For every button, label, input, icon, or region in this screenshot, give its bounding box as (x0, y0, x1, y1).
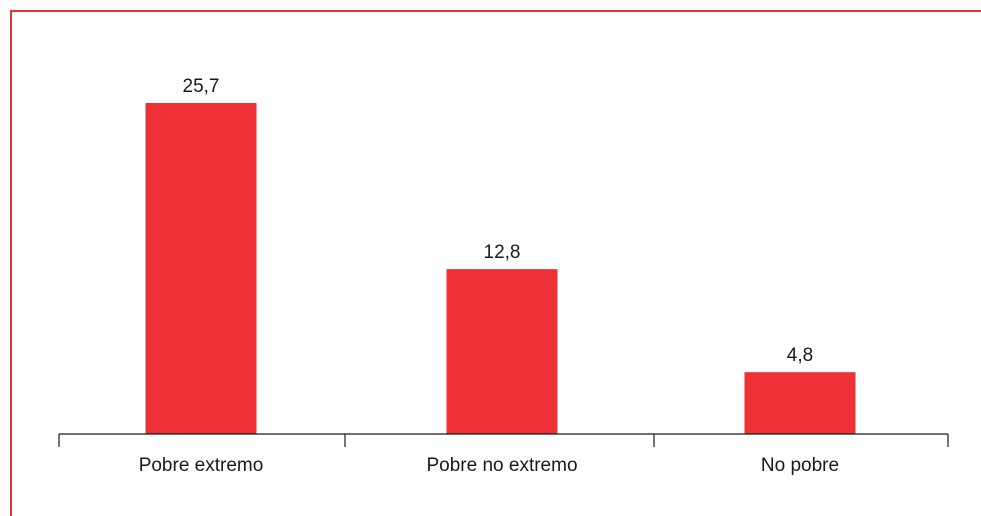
bar-2 (446, 269, 558, 434)
value-label-2: 12,8 (484, 242, 521, 263)
bar-3 (744, 372, 856, 434)
category-label-2: Pobre no extremo (426, 455, 577, 476)
category-label-3: No pobre (761, 455, 839, 476)
frame-top-border (10, 10, 981, 12)
category-label-1: Pobre extremo (139, 455, 264, 476)
frame-left-border (10, 10, 12, 516)
bar-1 (145, 103, 257, 434)
value-label-1: 25,7 (183, 76, 220, 97)
value-label-3: 4,8 (787, 345, 813, 366)
